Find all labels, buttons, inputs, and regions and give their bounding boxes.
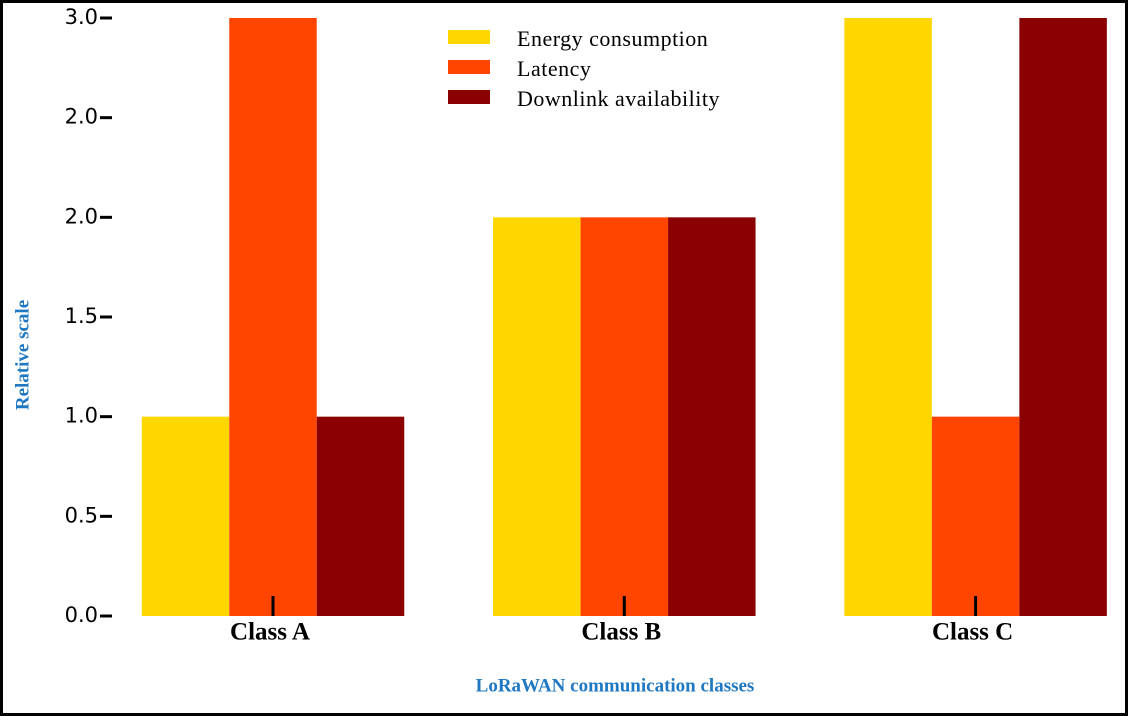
- bar: [668, 217, 756, 617]
- x-tick-label: Class C: [932, 619, 1013, 646]
- y-tick-label: 0.0: [65, 603, 98, 627]
- legend-label: Latency: [517, 56, 591, 81]
- bar: [580, 217, 669, 617]
- y-tick-label: 1.0: [65, 404, 98, 428]
- bar: [229, 18, 317, 616]
- legend-swatch: [448, 60, 490, 74]
- y-axis-label: Relative scale: [12, 300, 33, 410]
- bar: [141, 416, 230, 616]
- y-tick-label: 3.0: [65, 5, 98, 29]
- legend-swatch: [448, 30, 490, 44]
- bar: [1019, 18, 1107, 616]
- legend-swatch: [448, 90, 490, 104]
- legend-label: Energy consumption: [517, 26, 708, 51]
- bar: [316, 416, 405, 616]
- y-tick-label: 2.0: [65, 204, 98, 228]
- legend-label: Downlink availability: [517, 86, 720, 111]
- y-tick-label: 1.5: [65, 304, 98, 328]
- x-tick-label: Class A: [230, 619, 310, 646]
- y-tick-label: 0.5: [65, 503, 98, 527]
- y-tick-label: 2.0: [65, 105, 98, 129]
- x-tick-label: Class B: [581, 619, 661, 646]
- bar: [844, 18, 932, 616]
- x-axis-label: LoRaWAN communication classes: [476, 675, 755, 696]
- bar: [493, 217, 581, 617]
- bar: [931, 416, 1020, 616]
